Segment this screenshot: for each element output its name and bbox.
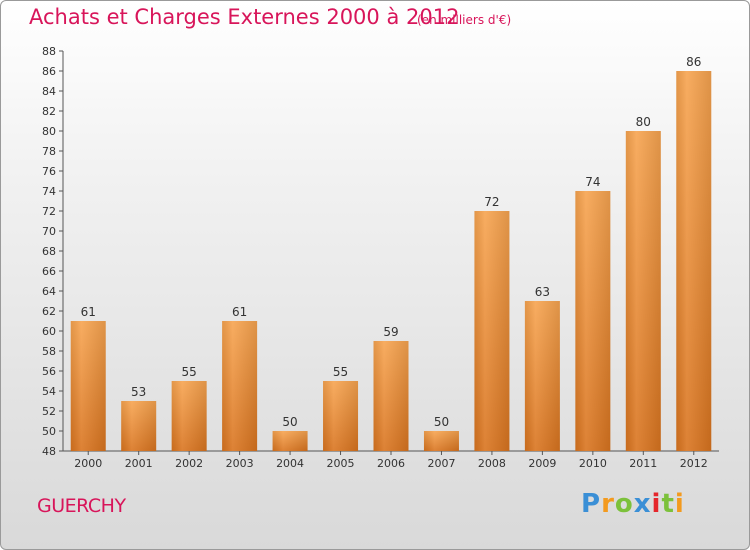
axes: 48 50 52 54 56 58 60 62 64 66 68 70 72 74 76 78 80 82 84 86… (42, 45, 719, 470)
bars (70, 71, 712, 451)
bar-shade (575, 191, 611, 451)
bar-shade (524, 301, 560, 451)
y-tick-label: 56 (42, 365, 56, 378)
y-tick-label: 48 (42, 445, 56, 458)
logo-letter: i (674, 489, 685, 519)
logo-letter: r (601, 489, 615, 519)
y-tick-label: 52 (42, 405, 56, 418)
x-tick-label: 2010 (579, 457, 607, 470)
bar-shade (625, 131, 661, 451)
data-labels: 61 53 55 61 50 55 59 50 72 63 74 80 86 (81, 55, 702, 429)
data-label: 61 (81, 305, 96, 319)
x-tick-label: 2000 (74, 457, 102, 470)
x-tick-label: 2004 (276, 457, 304, 470)
bar-shade (70, 321, 106, 451)
data-label: 74 (585, 175, 600, 189)
x-tick-label: 2002 (175, 457, 203, 470)
proxiti-logo: Proxiti (581, 489, 685, 519)
commune-name: GUERCHY (37, 495, 126, 517)
x-tick-label: 2005 (327, 457, 355, 470)
y-tick-label: 88 (42, 45, 56, 58)
chart-subtitle: (en milliers d'€) (417, 13, 512, 27)
logo-letter: P (581, 489, 602, 519)
bar-shade (373, 341, 409, 451)
data-label: 55 (182, 365, 197, 379)
y-tick-label: 64 (42, 285, 56, 298)
y-tick-label: 80 (42, 125, 56, 138)
x-tick-label: 2011 (629, 457, 657, 470)
y-tick-label: 78 (42, 145, 56, 158)
bar-shade (171, 381, 207, 451)
data-label: 53 (131, 385, 146, 399)
x-tick-label: 2003 (226, 457, 254, 470)
bar-shade (121, 401, 157, 451)
chart-title: Achats et Charges Externes 2000 à 2012 (29, 5, 460, 29)
logo-letter: t (661, 489, 675, 519)
x-tick-label: 2007 (427, 457, 455, 470)
y-tick-label: 68 (42, 245, 56, 258)
bar-shade (423, 431, 459, 451)
x-tick-label: 2008 (478, 457, 506, 470)
y-tick-label: 82 (42, 105, 56, 118)
y-tick-label: 72 (42, 205, 56, 218)
x-tick-label: 2009 (528, 457, 556, 470)
data-label: 55 (333, 365, 348, 379)
data-label: 80 (636, 115, 651, 129)
bar-shade (222, 321, 258, 451)
data-label: 50 (282, 415, 297, 429)
x-tick-label: 2001 (125, 457, 153, 470)
data-label: 61 (232, 305, 247, 319)
y-tick-label: 86 (42, 65, 56, 78)
data-label: 72 (484, 195, 499, 209)
y-tick-label: 76 (42, 165, 56, 178)
data-label: 63 (535, 285, 550, 299)
y-tick-label: 84 (42, 85, 56, 98)
y-tick-label: 74 (42, 185, 56, 198)
x-tick-label: 2006 (377, 457, 405, 470)
y-tick-label: 54 (42, 385, 56, 398)
x-tick-label: 2012 (680, 457, 708, 470)
logo-letter: x (633, 489, 652, 519)
y-tick-label: 66 (42, 265, 56, 278)
data-label: 50 (434, 415, 449, 429)
bar-shade (676, 71, 712, 451)
y-tick-label: 58 (42, 345, 56, 358)
bar-shade (272, 431, 308, 451)
bar-shade (323, 381, 359, 451)
logo-letter: o (614, 489, 634, 519)
y-tick-label: 62 (42, 305, 56, 318)
y-tick-label: 60 (42, 325, 56, 338)
data-label: 59 (383, 325, 398, 339)
data-label: 86 (686, 55, 701, 69)
logo-letter: i (651, 489, 662, 519)
y-tick-label: 50 (42, 425, 56, 438)
y-tick-label: 70 (42, 225, 56, 238)
bar-shade (474, 211, 510, 451)
